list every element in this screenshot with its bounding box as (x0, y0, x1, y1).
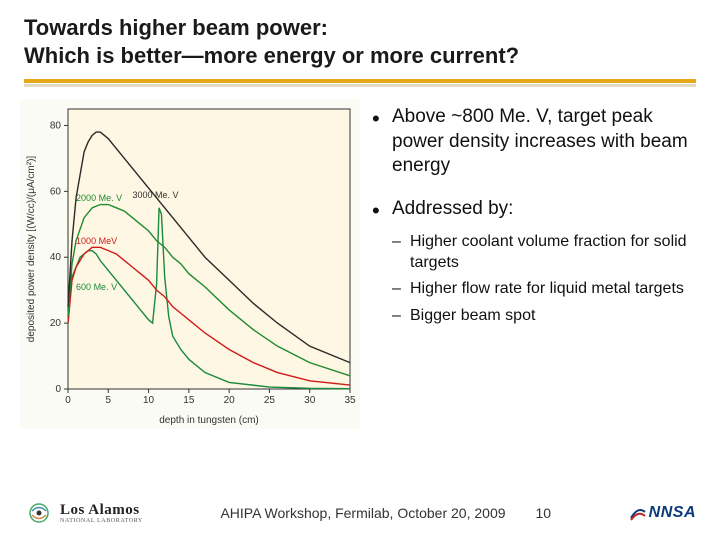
slide-footer: Los Alamos NATIONAL LABORATORY AHIPA Wor… (0, 498, 720, 528)
title-line-1: Towards higher beam power: (24, 15, 328, 40)
svg-text:15: 15 (183, 395, 195, 406)
svg-text:0: 0 (55, 384, 61, 395)
subbullet-1: Higher coolant volume fraction for solid… (392, 232, 700, 274)
svg-text:10: 10 (143, 395, 155, 406)
nnsa-text: NNSA (649, 504, 696, 522)
svg-text:20: 20 (50, 318, 62, 329)
subbullet-3: Bigger beam spot (392, 306, 700, 327)
svg-text:600 Me. V: 600 Me. V (76, 282, 117, 292)
svg-text:0: 0 (65, 395, 71, 406)
svg-text:60: 60 (50, 186, 62, 197)
power-density-chart: 0 5 10 15 20 25 30 35 0 20 40 60 80 depth in tungsten… (20, 99, 360, 429)
svg-text:deposited power density [(W/cc: deposited power density [(W/cc)/(μA/cm²)… (26, 156, 37, 343)
bullet-list: Above ~800 Me. V, target peak power dens… (372, 99, 700, 434)
footer-text: AHIPA Workshop, Fermilab, October 20, 20… (220, 505, 505, 521)
bullet-2: Addressed by: Higher coolant volume frac… (372, 197, 700, 327)
svg-text:20: 20 (224, 395, 236, 406)
svg-text:1000 MeV: 1000 MeV (76, 236, 117, 246)
nnsa-logo: NNSA (629, 504, 696, 522)
svg-text:3000 Me. V: 3000 Me. V (132, 190, 178, 200)
svg-text:35: 35 (344, 395, 356, 406)
lanl-sub: NATIONAL LABORATORY (60, 518, 143, 524)
title-line-2: Which is better—more energy or more curr… (24, 43, 519, 68)
svg-text:depth in tungsten (cm): depth in tungsten (cm) (159, 415, 259, 426)
chart-container: 0 5 10 15 20 25 30 35 0 20 40 60 80 depth in tungsten… (20, 99, 360, 434)
svg-text:25: 25 (264, 395, 276, 406)
lanl-mark-icon (24, 498, 54, 528)
svg-text:30: 30 (304, 395, 316, 406)
los-alamos-logo: Los Alamos NATIONAL LABORATORY (24, 498, 143, 528)
subbullet-2: Higher flow rate for liquid metal target… (392, 279, 700, 300)
title-underline (24, 79, 696, 83)
svg-text:80: 80 (50, 120, 62, 131)
svg-text:40: 40 (50, 252, 62, 263)
page-number: 10 (536, 505, 552, 521)
lanl-name: Los Alamos (60, 503, 143, 518)
svg-text:5: 5 (106, 395, 112, 406)
bullet-2-text: Addressed by: (392, 198, 513, 219)
slide-title: Towards higher beam power: Which is bett… (0, 0, 720, 75)
svg-text:2000 Me. V: 2000 Me. V (76, 193, 122, 203)
nnsa-swoosh-icon (629, 504, 647, 522)
bullet-1: Above ~800 Me. V, target peak power dens… (372, 105, 700, 179)
